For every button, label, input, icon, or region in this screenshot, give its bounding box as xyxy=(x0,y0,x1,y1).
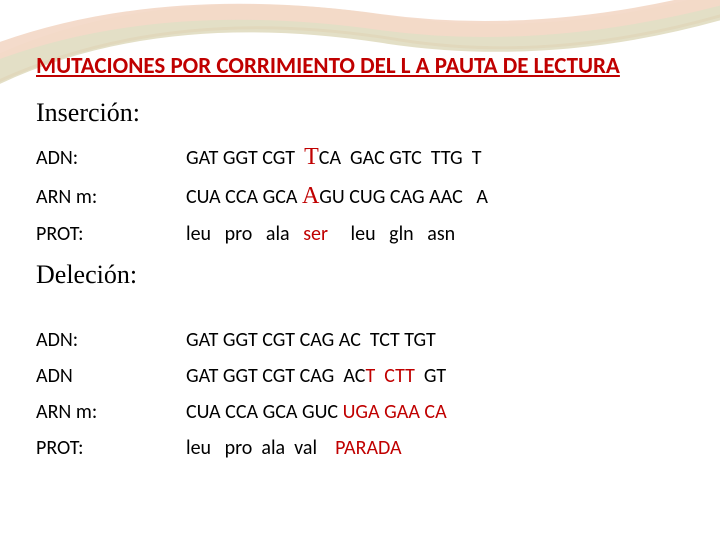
section-heading-deletion: Deleción: xyxy=(36,260,720,290)
row-label: ARN m: xyxy=(36,177,186,216)
row-label: ARN m: xyxy=(36,394,186,430)
slide-title: MUTACIONES POR CORRIMIENTO DEL L A PAUTA… xyxy=(36,52,720,80)
table-row: PROT: leu pro ala ser leu gln asn xyxy=(36,216,488,252)
row-label: PROT: xyxy=(36,430,186,466)
spacer xyxy=(0,300,720,322)
row-value: leu pro ala val PARADA xyxy=(186,430,447,466)
row-value: GAT GGT CGT TCA GAC GTC TTG T xyxy=(186,138,488,177)
row-value: leu pro ala ser leu gln asn xyxy=(186,216,488,252)
table-row: PROT: leu pro ala val PARADA xyxy=(36,430,447,466)
table-row: ADN GAT GGT CGT CAG ACT CTT GT xyxy=(36,358,447,394)
table-row: ADN: GAT GGT CGT TCA GAC GTC TTG T xyxy=(36,138,488,177)
row-value: CUA CCA GCA GUC UGA GAA CA xyxy=(186,394,447,430)
row-label: ADN: xyxy=(36,322,186,358)
row-label: PROT: xyxy=(36,216,186,252)
row-value: GAT GGT CGT CAG AC TCT TGT xyxy=(186,322,447,358)
row-value: CUA CCA GCA AGU CUG CAG AAC A xyxy=(186,177,488,216)
section-heading-insertion: Inserción: xyxy=(36,98,720,128)
table-row: ADN: GAT GGT CGT CAG AC TCT TGT xyxy=(36,322,447,358)
insertion-table: ADN: GAT GGT CGT TCA GAC GTC TTG T ARN m… xyxy=(36,138,488,252)
row-label: ADN xyxy=(36,358,186,394)
table-row: ARN m: CUA CCA GCA AGU CUG CAG AAC A xyxy=(36,177,488,216)
table-row: ARN m: CUA CCA GCA GUC UGA GAA CA xyxy=(36,394,447,430)
deletion-table: ADN: GAT GGT CGT CAG AC TCT TGT ADN GAT … xyxy=(36,322,447,466)
row-label: ADN: xyxy=(36,138,186,177)
row-value: GAT GGT CGT CAG ACT CTT GT xyxy=(186,358,447,394)
